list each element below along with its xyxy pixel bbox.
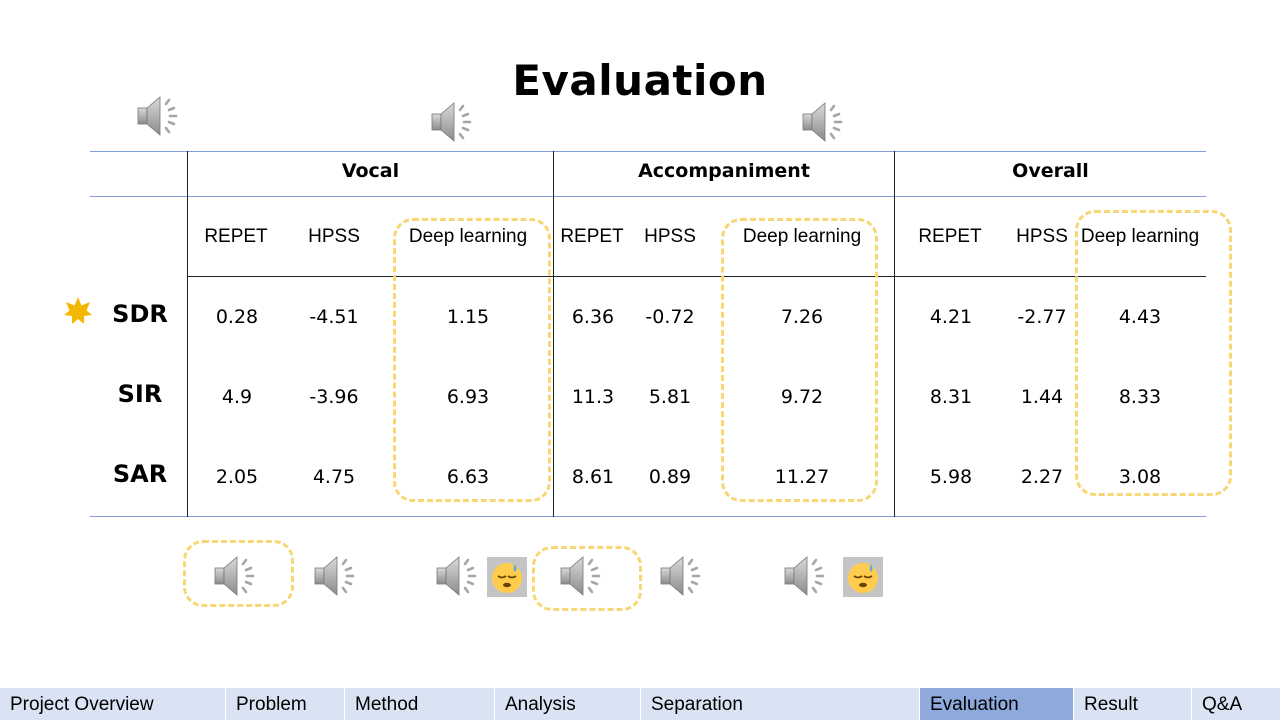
method-header: Deep learning bbox=[408, 226, 528, 247]
table-cell: -2.77 bbox=[1017, 306, 1067, 328]
table-cell: 2.05 bbox=[215, 466, 259, 488]
table-cell: 0.89 bbox=[648, 466, 692, 488]
method-header: REPET bbox=[560, 226, 624, 247]
table-cell: 6.36 bbox=[571, 306, 615, 328]
method-header: HPSS bbox=[1016, 226, 1068, 247]
table-cell: 8.61 bbox=[571, 466, 615, 488]
highlight-frame bbox=[1075, 210, 1232, 496]
table-top-rule bbox=[90, 151, 1206, 152]
group-header-overall: Overall bbox=[1012, 160, 1089, 182]
section-nav: Project Overview Problem Method Analysis… bbox=[0, 688, 1280, 720]
speaker-icon[interactable] bbox=[135, 91, 185, 141]
speaker-icon[interactable] bbox=[312, 551, 362, 601]
highlight-frame bbox=[183, 540, 294, 607]
table-cell: 11.27 bbox=[774, 466, 830, 488]
highlight-frame bbox=[532, 546, 642, 611]
speaker-icon[interactable] bbox=[212, 551, 262, 601]
table-cell: 11.3 bbox=[571, 386, 615, 408]
table-cell: 4.75 bbox=[312, 466, 356, 488]
table-cell: 4.9 bbox=[221, 386, 253, 408]
speaker-icon[interactable] bbox=[429, 97, 479, 147]
row-label-sir: SIR bbox=[117, 380, 163, 408]
table-header-rule bbox=[90, 196, 1206, 197]
method-header: HPSS bbox=[644, 226, 696, 247]
table-cell: 2.27 bbox=[1020, 466, 1064, 488]
table-cell: 1.44 bbox=[1020, 386, 1064, 408]
method-header: REPET bbox=[918, 226, 982, 247]
table-cell: 4.21 bbox=[929, 306, 973, 328]
table-cell: -0.72 bbox=[645, 306, 695, 328]
table-cell: -4.51 bbox=[309, 306, 359, 328]
table-cell: 9.72 bbox=[780, 386, 824, 408]
speaker-icon[interactable] bbox=[782, 551, 832, 601]
table-cell: 8.31 bbox=[929, 386, 973, 408]
table-cell: 7.26 bbox=[780, 306, 824, 328]
table-divider bbox=[553, 151, 554, 517]
table-bottom-rule bbox=[90, 516, 1206, 517]
row-label-sdr: SDR bbox=[112, 300, 168, 328]
nav-item-project-overview[interactable]: Project Overview bbox=[0, 688, 226, 720]
nav-item-evaluation[interactable]: Evaluation bbox=[920, 688, 1074, 720]
table-cell: 8.33 bbox=[1118, 386, 1162, 408]
table-subheader-rule bbox=[187, 276, 1206, 277]
speaker-icon[interactable] bbox=[558, 551, 608, 601]
table-cell: 5.98 bbox=[929, 466, 973, 488]
speaker-icon[interactable] bbox=[434, 551, 484, 601]
speaker-icon[interactable] bbox=[800, 97, 850, 147]
table-cell: 0.28 bbox=[215, 306, 259, 328]
table-cell: 5.81 bbox=[648, 386, 692, 408]
nav-item-result[interactable]: Result bbox=[1074, 688, 1192, 720]
star-icon bbox=[62, 295, 94, 327]
nav-item-analysis[interactable]: Analysis bbox=[495, 688, 641, 720]
page-title: Evaluation bbox=[512, 56, 768, 105]
sleepy-face-icon bbox=[487, 557, 527, 597]
nav-item-method[interactable]: Method bbox=[345, 688, 495, 720]
nav-item-qa[interactable]: Q&A bbox=[1202, 694, 1243, 715]
method-header: Deep learning bbox=[1080, 226, 1200, 247]
table-cell: 4.43 bbox=[1118, 306, 1162, 328]
table-cell: 6.93 bbox=[446, 386, 490, 408]
table-cell: 6.63 bbox=[446, 466, 490, 488]
table-divider bbox=[187, 151, 188, 517]
row-label-sar: SAR bbox=[112, 460, 168, 488]
nav-item-separation[interactable]: Separation bbox=[641, 688, 920, 720]
method-header: REPET bbox=[204, 226, 268, 247]
table-divider bbox=[894, 151, 895, 517]
table-cell: -3.96 bbox=[309, 386, 359, 408]
group-header-vocal: Vocal bbox=[341, 160, 400, 182]
speaker-icon[interactable] bbox=[658, 551, 708, 601]
sleepy-face-icon bbox=[843, 557, 883, 597]
highlight-frame bbox=[721, 218, 878, 502]
highlight-frame bbox=[393, 218, 551, 502]
method-header: HPSS bbox=[308, 226, 360, 247]
group-header-accompaniment: Accompaniment bbox=[638, 160, 810, 182]
method-header: Deep learning bbox=[742, 226, 862, 247]
table-cell: 3.08 bbox=[1118, 466, 1162, 488]
nav-item-problem[interactable]: Problem bbox=[226, 688, 345, 720]
table-cell: 1.15 bbox=[446, 306, 490, 328]
